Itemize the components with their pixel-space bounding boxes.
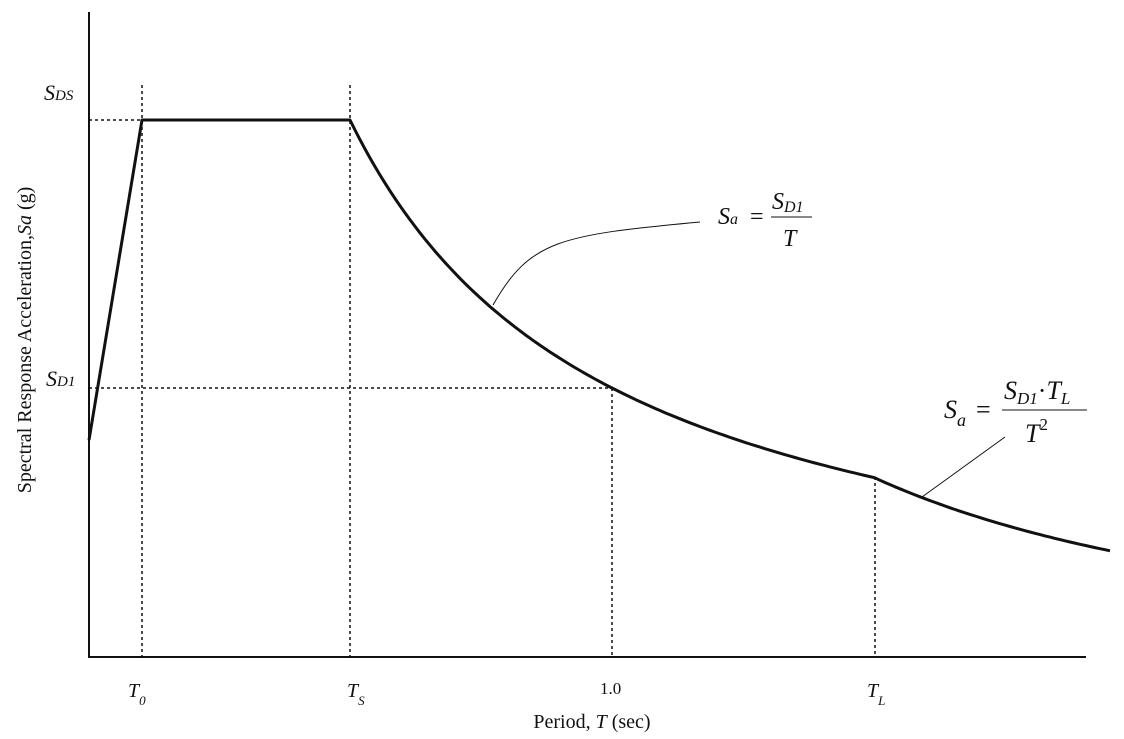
- leader-line: [921, 436, 1006, 498]
- label: (g): [14, 187, 36, 215]
- equation: Sa = SD1·TL T2: [944, 376, 1087, 448]
- label: D1: [1016, 389, 1038, 408]
- label: Period,: [533, 711, 595, 733]
- x-marker: 1.0: [600, 679, 621, 698]
- label: T: [867, 680, 880, 702]
- label: ·: [1038, 376, 1047, 405]
- label: T: [347, 680, 360, 702]
- label: S: [772, 189, 784, 215]
- label: Spectral Response Acceleration,: [14, 235, 36, 493]
- label: (sec): [607, 711, 651, 733]
- label: S: [1004, 376, 1017, 405]
- x-marker: TS: [347, 680, 365, 708]
- label: D1: [56, 374, 75, 390]
- label: T: [596, 711, 609, 733]
- spectrum-curve: [87, 118, 1111, 553]
- y-marker: SD1: [46, 366, 75, 391]
- label: T: [1046, 376, 1062, 405]
- label: a: [957, 410, 966, 430]
- label: DS: [54, 88, 74, 104]
- eq-sign: =: [750, 204, 764, 230]
- label: 0: [139, 693, 146, 708]
- eq-denominator: T2: [1025, 415, 1048, 448]
- label: L: [1060, 389, 1070, 408]
- eq-numerator: SD1·TL: [1004, 376, 1070, 408]
- label: 1.0: [600, 679, 621, 698]
- label: a: [730, 211, 738, 228]
- eq-lhs: Sa: [718, 204, 738, 230]
- label: S: [44, 80, 55, 105]
- label: S: [358, 693, 365, 708]
- eq-numerator: SD1: [772, 189, 804, 216]
- label: 2: [1039, 415, 1048, 434]
- label: S: [718, 204, 730, 230]
- eq-lhs: Sa: [944, 395, 966, 430]
- label: S: [944, 395, 957, 424]
- y-marker: SDS: [44, 80, 74, 105]
- equation: Sa = SD1 T: [718, 189, 812, 252]
- label: L: [877, 693, 885, 708]
- eq-sign: =: [976, 395, 991, 424]
- label: T: [1025, 419, 1041, 448]
- x-marker: T0: [128, 680, 146, 708]
- x-axis-label: Period, T (sec): [533, 711, 650, 733]
- leader-line: [492, 221, 701, 306]
- label: D1: [783, 199, 804, 216]
- label: S: [46, 366, 57, 391]
- guide-lines: [89, 85, 876, 657]
- label: T: [128, 680, 141, 702]
- y-axis-label: Spectral Response Acceleration,Sa (g): [14, 187, 36, 494]
- eq-denominator: T: [783, 226, 798, 252]
- label: Sa: [14, 215, 36, 235]
- x-marker: TL: [867, 680, 885, 708]
